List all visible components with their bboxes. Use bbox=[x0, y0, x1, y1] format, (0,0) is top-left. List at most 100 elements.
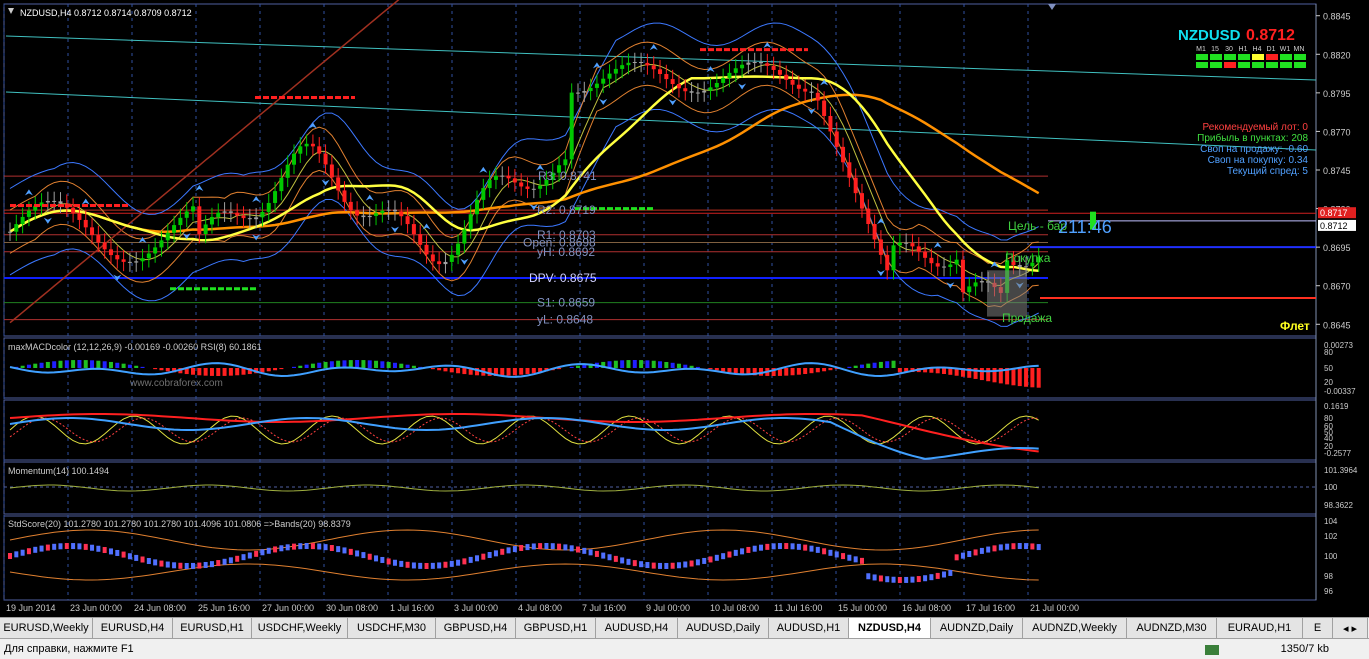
stdscore-bar bbox=[506, 547, 511, 554]
chart-tab-bar: EURUSD,Weekly EURUSD,H4 EURUSD,H1 USDCHF,We… bbox=[0, 617, 1369, 638]
macd-histogram-bar bbox=[512, 368, 517, 376]
chart-tab[interactable]: NZDUSD,H4 bbox=[849, 618, 931, 638]
chart-tab[interactable]: AUDNZD,Daily bbox=[931, 618, 1023, 638]
chart-tab[interactable]: USDCHF,M30 bbox=[348, 618, 436, 638]
chart-tab[interactable]: AUDNZD,M30 bbox=[1127, 618, 1217, 638]
fractal-up-icon bbox=[138, 236, 147, 243]
panel-info-line: Текущий спред: 5 bbox=[1227, 166, 1308, 177]
macd-histogram-bar bbox=[323, 361, 328, 368]
tf-label: 15 bbox=[1211, 46, 1219, 53]
fractal-down-icon bbox=[182, 233, 191, 240]
pivot-label-yh: yH: 0.8692 bbox=[537, 245, 595, 259]
macd-histogram-bar bbox=[525, 368, 530, 375]
envelope-upper bbox=[9, 41, 1039, 265]
chart-tab[interactable]: AUDUSD,Daily bbox=[678, 618, 769, 638]
chart-tab[interactable]: AUDUSD,H4 bbox=[596, 618, 678, 638]
candle bbox=[83, 219, 88, 228]
tab-scroll-arrows-icon[interactable]: ◂ ▸ bbox=[1333, 618, 1368, 638]
macd-histogram-bar bbox=[1017, 368, 1022, 387]
macd-histogram-bar bbox=[796, 368, 801, 375]
stdscore-bar bbox=[512, 546, 517, 553]
stdscore-bar bbox=[77, 543, 82, 550]
chart-area[interactable]: 0.88450.88200.87950.87700.87450.87200.86… bbox=[0, 0, 1369, 617]
candle bbox=[575, 92, 580, 94]
macd-histogram-bar bbox=[487, 368, 492, 376]
stdscore-bar bbox=[721, 553, 726, 560]
stoch-tick: 20 bbox=[1324, 442, 1333, 451]
stdscore-bar bbox=[601, 552, 606, 559]
stdscore-bar bbox=[304, 543, 309, 550]
stdscore-bar bbox=[285, 544, 290, 551]
chart-tab[interactable]: EURUSD,H1 bbox=[173, 618, 252, 638]
macd-histogram-bar bbox=[317, 362, 322, 368]
macd-tick: 50 bbox=[1324, 364, 1333, 373]
chart-tab[interactable]: EURAUD,H1 bbox=[1217, 618, 1303, 638]
chart-tab[interactable]: EURUSD,Weekly bbox=[0, 618, 93, 638]
candle bbox=[304, 143, 309, 147]
stdscore-bar bbox=[620, 557, 625, 564]
candle bbox=[847, 162, 852, 178]
chart-tab[interactable]: USDCHF,Weekly bbox=[252, 618, 348, 638]
stdscore-bar bbox=[746, 546, 751, 553]
stdscore-bar bbox=[468, 556, 473, 563]
pivot-label-s1: S1: 0.8659 bbox=[537, 296, 595, 310]
macd-histogram-bar bbox=[1011, 368, 1016, 386]
candle bbox=[481, 188, 486, 200]
tf-signal-cell bbox=[1252, 62, 1264, 68]
fractal-up-icon bbox=[876, 218, 885, 225]
chart-tab[interactable]: AUDUSD,H1 bbox=[769, 618, 849, 638]
chart-tab[interactable]: AUDNZD,Weekly bbox=[1023, 618, 1127, 638]
macd-histogram-bar bbox=[582, 364, 587, 368]
macd-histogram-bar bbox=[575, 365, 580, 368]
stdscore-bar bbox=[651, 562, 656, 569]
stdscore-bar bbox=[639, 561, 644, 568]
candle bbox=[310, 143, 315, 147]
stdscore-bar bbox=[689, 560, 694, 567]
macd-histogram-bar bbox=[746, 368, 751, 375]
sell-label: Продажа bbox=[1002, 311, 1052, 325]
candle bbox=[544, 179, 549, 186]
stdscore-bar bbox=[191, 562, 196, 569]
stdscore-tick: 104 bbox=[1324, 517, 1338, 526]
stdscore-bar bbox=[866, 573, 871, 580]
candle bbox=[822, 100, 827, 116]
macd-histogram-bar bbox=[531, 368, 536, 374]
time-tick: 23 Jun 00:00 bbox=[70, 603, 122, 613]
chart-tab[interactable]: GBPUSD,H1 bbox=[516, 618, 596, 638]
macd-histogram-bar bbox=[683, 364, 688, 368]
stdscore-bar bbox=[317, 543, 322, 550]
candle bbox=[588, 87, 593, 92]
stdscore-bar bbox=[531, 543, 536, 550]
macd-histogram-bar bbox=[998, 368, 1003, 384]
macd-histogram-bar bbox=[960, 368, 965, 377]
candle bbox=[430, 254, 435, 262]
stdscore-bar bbox=[815, 546, 820, 553]
shift-marker-icon[interactable] bbox=[1048, 4, 1056, 10]
candle bbox=[771, 65, 776, 70]
stdscore-bar bbox=[273, 546, 278, 553]
fractal-up-icon bbox=[592, 62, 601, 69]
stdscore-bar bbox=[1030, 543, 1035, 550]
chart-tab[interactable]: E bbox=[1303, 618, 1333, 638]
ask-price-badge bbox=[1318, 207, 1356, 219]
tf-label: MN bbox=[1294, 46, 1305, 53]
macd-histogram-bar bbox=[437, 368, 442, 371]
momentum-label: Momentum(14) 100.1494 bbox=[8, 466, 109, 476]
candle bbox=[923, 251, 928, 258]
stdscore-bar bbox=[771, 543, 776, 550]
chart-tab[interactable]: GBPUSD,H4 bbox=[436, 618, 516, 638]
candle bbox=[386, 209, 391, 211]
stdscore-bar bbox=[209, 561, 214, 568]
macd-histogram-bar bbox=[500, 368, 505, 376]
stdscore-bar bbox=[108, 548, 113, 555]
chart-tab[interactable]: EURUSD,H4 bbox=[93, 618, 173, 638]
trend-channel-upper bbox=[5, 35, 1317, 81]
candle bbox=[209, 217, 214, 225]
candle bbox=[493, 175, 498, 180]
stdscore-bar bbox=[784, 543, 789, 550]
stdscore-bar bbox=[733, 549, 738, 556]
ask-price-label: 0.8717 bbox=[1320, 208, 1348, 218]
candle bbox=[885, 254, 890, 271]
macd-histogram-bar bbox=[670, 362, 675, 368]
macd-histogram-bar bbox=[348, 360, 353, 368]
